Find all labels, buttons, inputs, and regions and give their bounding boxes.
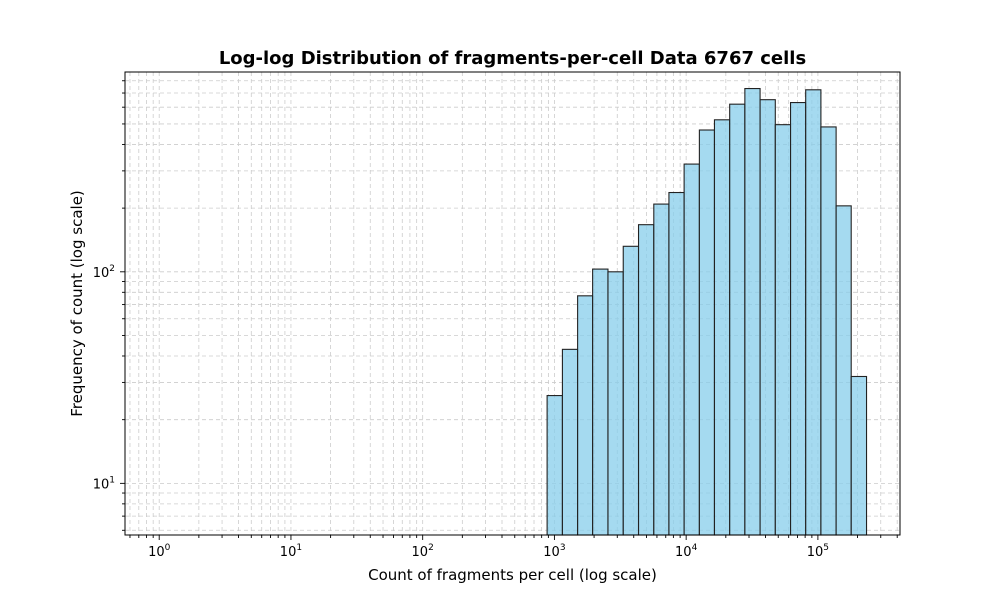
histogram-bar [561, 348, 579, 536]
histogram-bar [820, 126, 837, 536]
histogram-bar [592, 268, 609, 536]
histogram-bar [546, 395, 563, 536]
y-tick-label: 101 [93, 475, 115, 492]
x-tick-label: 102 [412, 543, 434, 560]
histogram-bar [729, 103, 746, 536]
histogram-bar [577, 295, 594, 536]
histogram-bar [805, 89, 822, 536]
histogram-bar [789, 102, 807, 536]
histogram-bar [774, 124, 792, 536]
histogram-bar [622, 245, 640, 536]
x-tick-label: 100 [148, 543, 171, 560]
histogram-bar [683, 163, 700, 536]
chart-title: Log-log Distribution of fragments-per-ce… [219, 48, 806, 69]
axis-ticks: 100 101 102 103 104 105 101 102 [93, 80, 898, 560]
y-axis-label: Frequency of count (log scale) [68, 190, 86, 417]
histogram-bar [850, 375, 868, 536]
x-tick-label: 104 [675, 543, 698, 560]
histogram-bar [713, 119, 731, 536]
x-tick-label: 103 [543, 543, 565, 560]
histogram-bar [835, 205, 852, 536]
histogram-bar [653, 203, 670, 536]
histogram-bar [744, 87, 761, 536]
histogram-bars [546, 87, 868, 536]
histogram-bar [759, 99, 776, 536]
x-tick-label: 105 [807, 543, 829, 560]
histogram-bar [668, 191, 685, 536]
histogram-bar [698, 129, 716, 536]
histogram-bar [607, 271, 624, 536]
y-tick-label: 102 [93, 264, 115, 281]
x-tick-label: 101 [280, 543, 302, 560]
x-axis-label: Count of fragments per cell (log scale) [368, 566, 657, 584]
plot-frame [124, 71, 901, 536]
histogram-bar [637, 224, 655, 536]
